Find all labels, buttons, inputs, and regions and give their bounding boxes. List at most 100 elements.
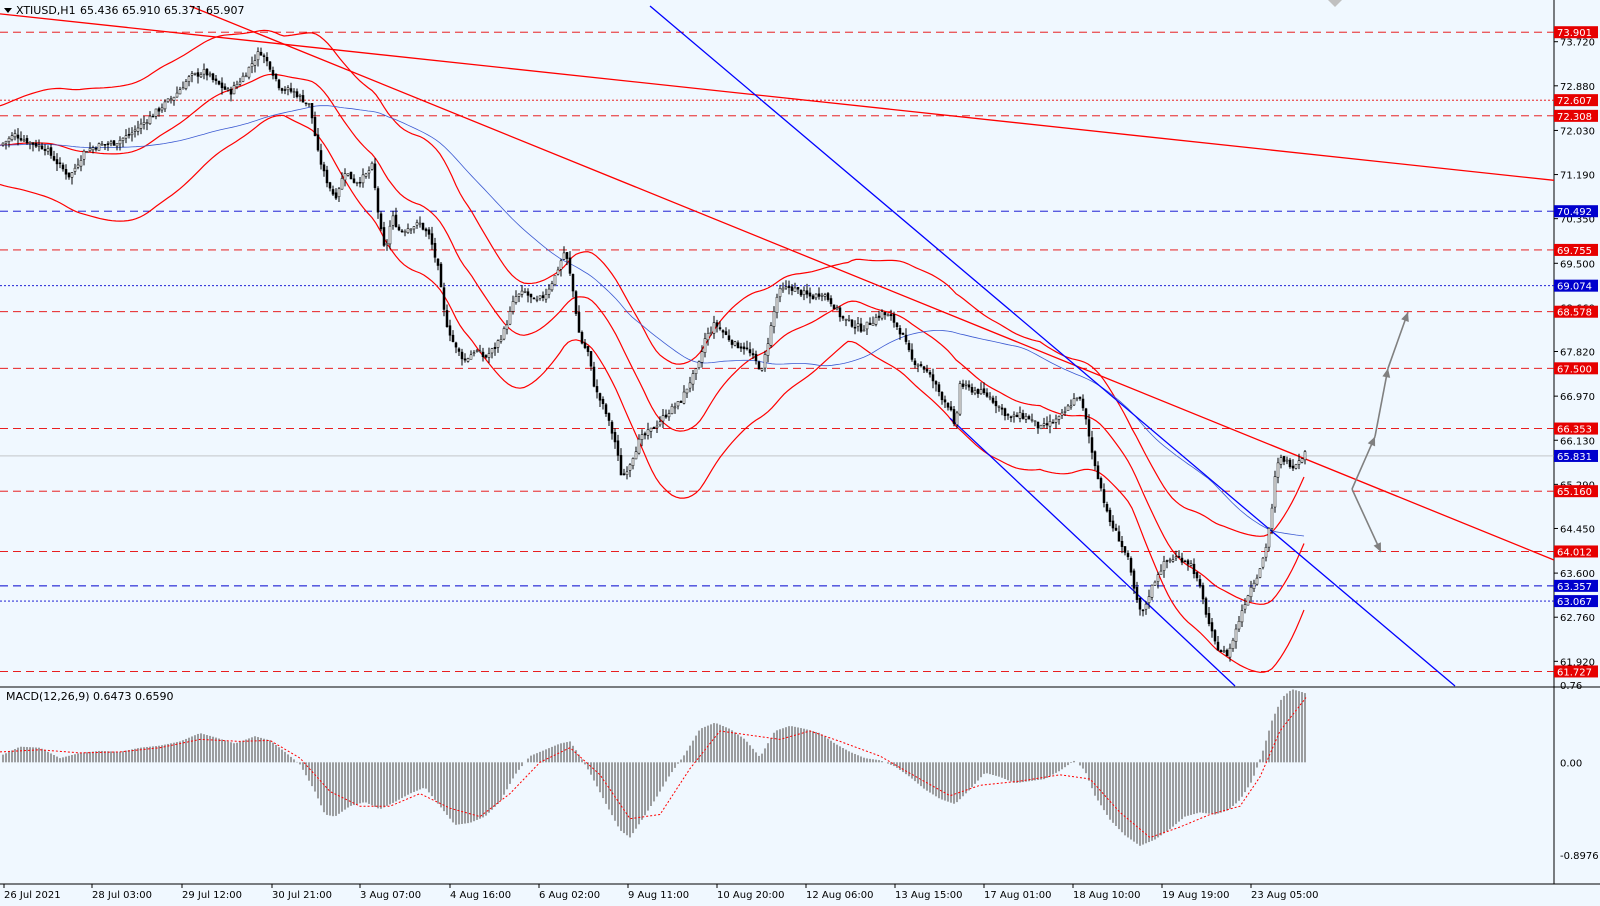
price-tick-label: 66.970: [1560, 392, 1595, 403]
candle-body: [217, 80, 221, 85]
price-tag-label-73.901: 73.901: [1557, 28, 1592, 39]
candle-body: [10, 135, 14, 140]
candle-body: [889, 314, 893, 317]
candle-body: [670, 406, 674, 414]
candle-body: [733, 341, 737, 346]
candle-body: [508, 311, 512, 325]
price-tick-label: 70.350: [1560, 215, 1595, 226]
candle-body: [109, 141, 113, 144]
candle-body: [778, 288, 782, 298]
candle-body: [757, 361, 761, 370]
shift-marker-icon[interactable]: [1328, 0, 1342, 7]
candle-body: [325, 169, 329, 184]
candle-body: [955, 412, 959, 426]
candle-body: [853, 326, 857, 329]
candle-body: [742, 346, 746, 350]
candle-body: [1204, 598, 1208, 615]
candle-body: [793, 287, 797, 292]
candle-body: [16, 134, 20, 139]
candle-body: [208, 73, 212, 76]
candle-body: [142, 122, 146, 125]
candle-body: [442, 287, 446, 310]
candle-body: [475, 350, 479, 352]
time-tick-label: 12 Aug 06:00: [806, 890, 873, 901]
candle-body: [211, 73, 215, 80]
candle-body: [1258, 568, 1262, 578]
price-tag-box-61.727: [1554, 665, 1598, 678]
price-tag-box-67.500: [1554, 362, 1598, 375]
candle-body: [517, 293, 521, 297]
candle-body: [700, 351, 704, 363]
candle-body: [373, 163, 377, 188]
candle-body: [31, 142, 35, 145]
candle-body: [436, 258, 440, 266]
candle-body: [247, 66, 251, 78]
candle-body: [256, 51, 260, 61]
price-tag-label-63.067: 63.067: [1557, 597, 1592, 608]
candle-body: [577, 312, 581, 333]
candle-body: [112, 140, 116, 146]
candle-body: [541, 295, 545, 298]
candle-body: [1069, 405, 1073, 408]
channel-lower-line: [949, 417, 1236, 687]
price-tag-label-70.492: 70.492: [1557, 207, 1592, 218]
candle-body: [49, 147, 53, 156]
candle-body: [487, 353, 491, 358]
candle-body: [1198, 579, 1202, 587]
macd-tick-label: 0.76: [1560, 681, 1582, 692]
candle-body: [997, 406, 1001, 408]
candle-body: [322, 164, 326, 172]
candle-body: [850, 319, 854, 327]
candle-body: [784, 286, 788, 289]
candle-body: [856, 323, 860, 327]
candle-body: [370, 162, 374, 170]
candle-body: [1261, 557, 1265, 568]
candle-body: [316, 134, 320, 151]
candle-body: [25, 138, 29, 144]
candle-body: [928, 372, 932, 375]
candle-body: [961, 383, 965, 387]
candle-body: [736, 342, 740, 349]
candle-body: [94, 147, 98, 150]
candle-body: [241, 75, 245, 82]
candle-body: [625, 471, 629, 475]
candle-body: [994, 400, 998, 407]
candle-body: [523, 291, 527, 293]
candle-body: [610, 421, 614, 434]
candle-body: [1288, 459, 1292, 468]
price-tag-box-72.607: [1554, 94, 1598, 107]
candle-body: [718, 327, 722, 330]
candle-body: [1102, 489, 1106, 504]
candle-body: [1207, 613, 1211, 624]
candle-body: [613, 432, 617, 443]
candle-body: [298, 95, 302, 97]
candle-body: [199, 74, 203, 78]
candle-body: [637, 438, 641, 454]
candle-body: [1, 142, 5, 146]
candle-body: [238, 81, 242, 85]
candle-body: [781, 287, 785, 291]
time-axis: 26 Jul 2021 28 Jul 03:00 29 Jul 12:00 30 Ju…: [3, 884, 1318, 901]
candle-body: [463, 358, 467, 361]
price-tick-label: 66.130: [1560, 436, 1595, 447]
channel-upper-line: [649, 5, 1456, 687]
macd-tick-label: 0.00: [1560, 758, 1582, 769]
candle-body: [595, 386, 599, 393]
candle-body: [796, 287, 800, 290]
candle-body: [688, 382, 692, 389]
symbol-menu-icon[interactable]: [4, 8, 12, 13]
candle-body: [946, 402, 950, 408]
candle-body: [139, 123, 143, 129]
candle-body: [1096, 465, 1100, 480]
candle-body: [811, 295, 815, 300]
candle-body: [1135, 586, 1139, 600]
candle-body: [289, 88, 293, 92]
candle-body: [871, 322, 875, 326]
candle-body: [418, 222, 422, 225]
candle-body: [973, 390, 977, 394]
candle-body: [76, 164, 80, 168]
candle-body: [301, 95, 305, 103]
candle-body: [58, 162, 62, 165]
candle-body: [1108, 509, 1112, 523]
